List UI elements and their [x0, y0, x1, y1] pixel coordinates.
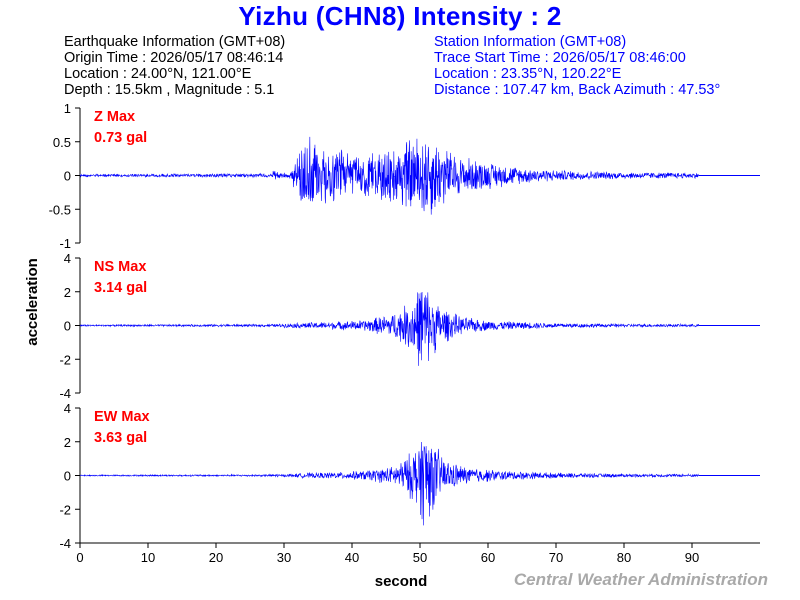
waveform-trace	[79, 136, 700, 215]
distance-azimuth-text: Distance : 107.47 km, Back Azimuth : 47.…	[434, 82, 721, 98]
y-tick-label: 0	[64, 319, 71, 334]
max-value: 0.73 gal	[94, 130, 147, 146]
y-tick-label: -2	[59, 502, 71, 517]
y-tick-label: 4	[64, 401, 71, 416]
x-tick-label: 40	[345, 550, 359, 565]
y-tick-label: -4	[59, 536, 71, 551]
chart-title: Yizhu (CHN8) Intensity : 2	[238, 1, 562, 31]
x-tick-label: 80	[617, 550, 631, 565]
y-axis-label: acceleration	[24, 258, 41, 346]
x-tick-label: 0	[76, 550, 83, 565]
x-axis-label: second	[375, 573, 428, 590]
panel-z: 1 0.5 0 -0.5 -1 Z Max 0.73 gal	[49, 101, 760, 251]
y-tick-label: 2	[64, 285, 71, 300]
x-tick-label: 60	[481, 550, 495, 565]
origin-time-text: Origin Time : 2026/05/17 08:46:14	[64, 50, 284, 66]
max-value: 3.63 gal	[94, 430, 147, 446]
depth-magnitude-text: Depth : 15.5km , Magnitude : 5.1	[64, 82, 275, 98]
y-tick-label: 4	[64, 251, 71, 266]
y-tick-label: -2	[59, 352, 71, 367]
trace-start-time-text: Trace Start Time : 2026/05/17 08:46:00	[434, 50, 686, 66]
y-tick-label: 0	[64, 169, 71, 184]
x-tick-label: 30	[277, 550, 291, 565]
station-info-block: Station Information (GMT+08) Trace Start…	[434, 34, 720, 98]
earthquake-info-heading: Earthquake Information (GMT+08)	[64, 34, 286, 50]
y-tick-label: 0	[64, 469, 71, 484]
max-label: EW Max	[94, 409, 150, 425]
credit-text: Central Weather Administration	[513, 570, 768, 589]
y-tick-label: 1	[64, 101, 71, 116]
max-label: Z Max	[94, 109, 135, 125]
epicenter-location-text: Location : 24.00°N, 121.00°E	[64, 66, 252, 82]
panel-ns: 4 2 0 -2 -4 NS Max 3.14 gal	[59, 251, 760, 401]
y-tick-label: -0.5	[49, 202, 71, 217]
max-label: NS Max	[94, 259, 146, 275]
station-info-heading: Station Information (GMT+08)	[434, 34, 627, 50]
x-tick-label: 70	[549, 550, 563, 565]
x-tick-label: 50	[413, 550, 427, 565]
x-tick-label: 90	[685, 550, 699, 565]
station-location-text: Location : 23.35°N, 120.22°E	[434, 66, 622, 82]
max-value: 3.14 gal	[94, 280, 147, 296]
x-tick-label: 20	[209, 550, 223, 565]
waveform-trace	[79, 291, 700, 366]
waveform-trace	[79, 441, 699, 526]
panel-ew: 4 2 0 -2 -4 EW Max 3.63 gal	[59, 401, 760, 551]
x-tick-label: 10	[141, 550, 155, 565]
seismogram-panels: 1 0.5 0 -0.5 -1 Z Max 0.73 gal 4 2 0 -2 -4 NS Max 3.1…	[49, 101, 760, 551]
y-tick-label: -1	[59, 236, 71, 251]
y-tick-label: -4	[59, 386, 71, 401]
y-tick-label: 0.5	[53, 135, 71, 150]
earthquake-info-block: Earthquake Information (GMT+08) Origin T…	[64, 34, 285, 98]
y-tick-label: 2	[64, 435, 71, 450]
x-axis: 0 10 20 30 40 50 60 70 80 90	[76, 542, 760, 565]
